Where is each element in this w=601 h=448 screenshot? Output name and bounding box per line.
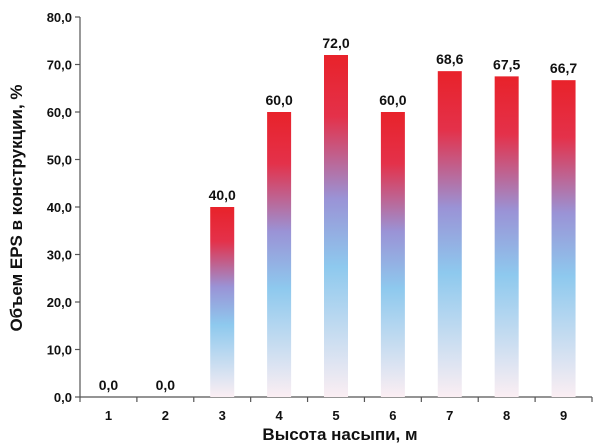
bar <box>437 71 462 398</box>
x-tick-label: 9 <box>560 408 567 423</box>
data-label: 67,5 <box>493 56 520 72</box>
x-tick-label: 2 <box>162 408 169 423</box>
data-label: 0,0 <box>156 377 176 393</box>
y-tick-label: 0,0 <box>54 390 72 405</box>
y-tick-label: 20,0 <box>47 295 72 310</box>
x-tick-label: 3 <box>219 408 226 423</box>
y-tick-label: 60,0 <box>47 105 72 120</box>
bar <box>324 55 348 397</box>
y-tick-label: 30,0 <box>47 248 72 263</box>
x-tick-label: 8 <box>503 408 510 423</box>
y-axis: 0,0 10,0 20,0 30,0 40,0 50,0 60,0 70,0 80,0 <box>47 10 81 405</box>
bar <box>210 207 235 397</box>
y-tick-label: 50,0 <box>47 153 72 168</box>
data-label: 60,0 <box>379 92 406 108</box>
data-label: 60,0 <box>265 92 292 108</box>
bar <box>267 112 292 397</box>
data-label: 40,0 <box>209 187 236 203</box>
data-label: 0,0 <box>99 377 119 393</box>
bar <box>494 76 519 397</box>
x-tick-label: 4 <box>275 408 283 423</box>
x-tick-label: 1 <box>105 408 112 423</box>
y-axis-title: Объем EPS в конструкции, % <box>7 84 26 331</box>
y-tick-label: 40,0 <box>47 200 72 215</box>
data-label: 68,6 <box>436 51 463 67</box>
data-labels: 0,0 0,0 40,0 60,0 72,0 60,0 68,6 67,5 66,7 <box>99 35 578 393</box>
bar <box>551 80 576 398</box>
data-label: 72,0 <box>322 35 349 51</box>
x-axis: 1 2 3 4 5 6 7 8 9 <box>79 396 593 423</box>
y-tick-label: 10,0 <box>47 343 72 358</box>
data-label: 66,7 <box>550 60 577 76</box>
x-tick-label: 7 <box>446 408 453 423</box>
x-tick-label: 5 <box>332 408 339 423</box>
x-tick-label: 6 <box>389 408 396 423</box>
bar <box>380 112 405 397</box>
x-axis-title: Высота насыпи, м <box>262 425 417 444</box>
y-tick-label: 70,0 <box>47 58 72 73</box>
bars <box>210 55 576 398</box>
y-tick-label: 80,0 <box>47 10 72 25</box>
